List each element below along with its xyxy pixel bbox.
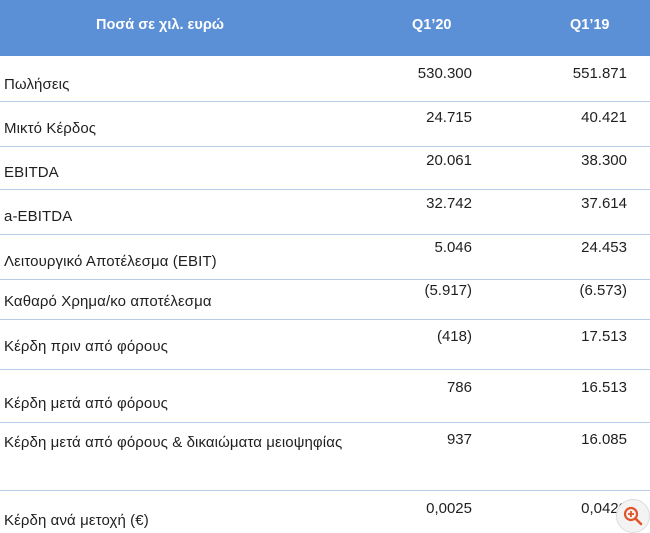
value-q1-2020: (418) [436,328,472,345]
row-separator [0,101,650,102]
row-label: Κέρδη μετά από φόρους [4,395,168,412]
value-q1-2019: (6.573) [579,282,627,299]
row-separator [0,319,650,320]
value-q1-2019: 16.513 [581,379,627,396]
value-q1-2020: 937 [446,431,472,448]
row-separator [0,189,650,190]
value-q1-2019: 17.513 [581,328,627,345]
value-q1-2020: 32.742 [426,195,472,212]
row-label: a-EBITDA [4,208,73,225]
value-q1-2019: 38.300 [581,152,627,169]
header-q1-2020: Q1’20 [412,17,452,33]
row-separator [0,369,650,370]
value-q1-2019: 40.421 [581,109,627,126]
value-q1-2020: 5.046 [434,239,472,256]
value-q1-2019: 24.453 [581,239,627,256]
row-label: Λειτουργικό Αποτέλεσμα (EBIT) [4,253,217,270]
value-q1-2019: 0,0429 [581,500,627,517]
row-label: Πωλήσεις [4,76,70,93]
row-separator [0,490,650,491]
value-q1-2020: 24.715 [426,109,472,126]
value-q1-2020: 0,0025 [426,500,472,517]
value-q1-2020: 786 [446,379,472,396]
row-label: Κέρδη πριν από φόρους [4,338,168,355]
table-header: Ποσά σε χιλ. ευρώ Q1’20 Q1’19 [0,0,650,56]
header-q1-2019: Q1’19 [570,17,610,33]
row-label: Κέρδη ανά μετοχή (€) [4,512,149,529]
value-q1-2020: (5.917) [424,282,472,299]
value-q1-2020: 530.300 [417,65,472,82]
zoom-in-button[interactable] [616,499,650,533]
value-q1-2020: 20.061 [426,152,472,169]
row-separator [0,422,650,423]
value-q1-2019: 37.614 [581,195,627,212]
row-label: Καθαρό Χρημα/κο αποτέλεσμα [4,293,212,310]
row-separator [0,234,650,235]
row-separator [0,146,650,147]
zoom-in-icon [623,506,643,526]
row-label: Μικτό Κέρδος [4,120,97,137]
value-q1-2019: 16.085 [581,431,627,448]
row-label: Κέρδη μετά από φόρους & δικαιώματα μειοψ… [4,434,343,451]
value-q1-2019: 551.871 [572,65,627,82]
header-label-amounts: Ποσά σε χιλ. ευρώ [96,17,225,33]
row-label: EBITDA [4,164,59,181]
row-separator [0,279,650,280]
